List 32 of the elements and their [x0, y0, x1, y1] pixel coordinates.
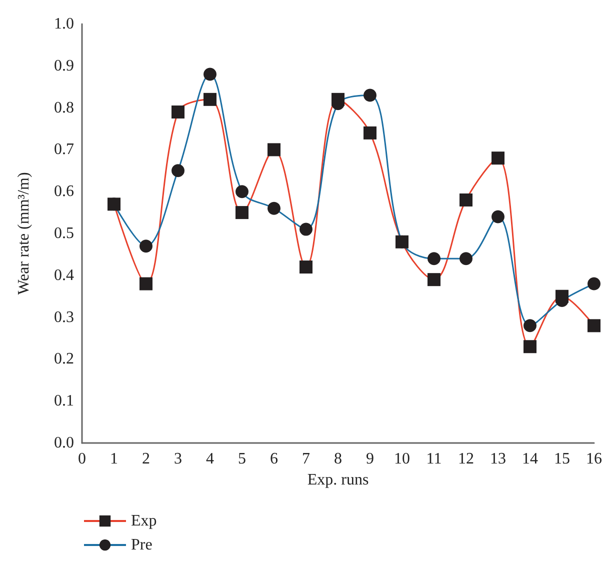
- x-tick-label: 15: [554, 450, 570, 468]
- x-tick-label: 7: [302, 450, 310, 468]
- x-tick-label: 8: [334, 450, 342, 468]
- x-tick-label: 11: [426, 450, 442, 468]
- y-tick-label: 0.4: [54, 266, 74, 284]
- x-tick-label: 1: [110, 450, 118, 468]
- x-tick-label: 4: [206, 450, 214, 468]
- x-tick-label: 13: [490, 450, 506, 468]
- y-tick-label: 0.8: [54, 99, 74, 116]
- x-axis-title: Exp. runs: [307, 471, 369, 488]
- y-axis-title: Wear rate (mm³/m): [16, 172, 32, 295]
- y-tick-label: 0.0: [54, 434, 74, 452]
- legend-label: Pre: [131, 536, 152, 554]
- y-tick-label: 0.9: [54, 57, 74, 74]
- x-tick-label: 12: [458, 450, 474, 468]
- y-tick-label: 0.1: [54, 392, 74, 410]
- y-tick-label: 1.0: [54, 16, 74, 32]
- x-tick-label: 10: [394, 450, 410, 468]
- y-tick-label: 0.2: [54, 350, 74, 368]
- y-tick-label: 0.5: [54, 225, 74, 242]
- x-tick-label: 3: [174, 450, 182, 468]
- x-tick-label: 9: [366, 450, 374, 468]
- x-tick-label: 5: [238, 450, 246, 468]
- x-tick-label: 14: [522, 450, 538, 468]
- y-tick-label: 0.7: [54, 141, 74, 158]
- x-tick-label: 2: [142, 450, 150, 468]
- y-tick-label: 0.3: [54, 308, 74, 326]
- x-tick-label: 16: [586, 450, 602, 468]
- y-tick-label: 0.6: [54, 183, 74, 200]
- x-tick-label: 0: [78, 450, 86, 468]
- x-tick-label: 6: [270, 450, 278, 468]
- legend-label: Exp: [131, 512, 157, 530]
